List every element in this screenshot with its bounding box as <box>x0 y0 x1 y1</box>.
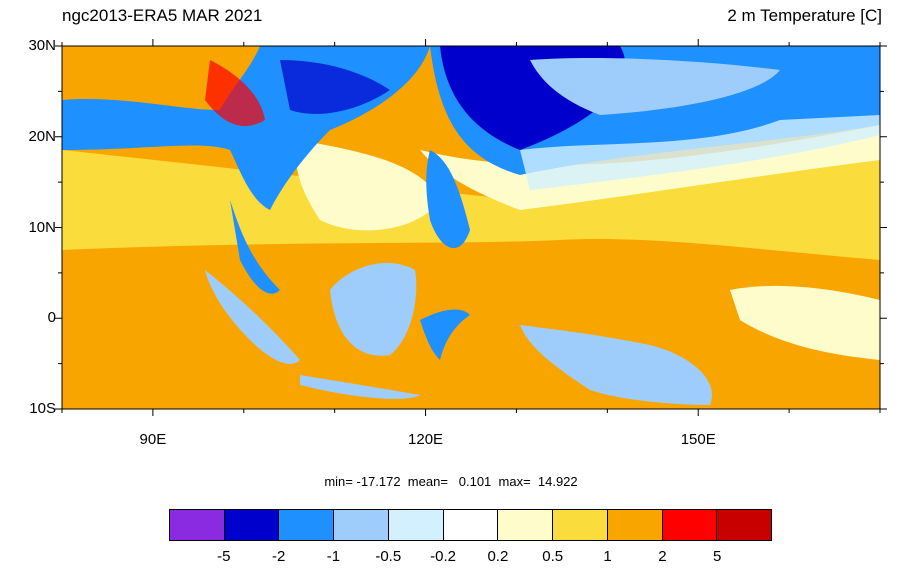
map-ticks <box>55 39 887 416</box>
colorbar-box <box>607 510 663 540</box>
colorbar-label: 0.5 <box>542 548 564 565</box>
colorbar-label: -5 <box>217 548 231 565</box>
land-asia-cold <box>280 60 390 114</box>
land-new-guinea <box>520 325 712 405</box>
land-java <box>300 375 420 399</box>
colorbar-box <box>662 510 718 540</box>
colorbar-box <box>279 510 335 540</box>
field-very-light <box>520 115 880 190</box>
stats-summary: min= -17.172 mean= 0.101 max= 14.922 <box>324 474 578 489</box>
field-cold-pacific-light <box>530 58 780 115</box>
colorbar-label: 5 <box>713 548 722 565</box>
lon-label: 150E <box>680 431 716 448</box>
plot-title-left: ngc2013-ERA5 MAR 2021 <box>62 6 263 25</box>
lat-label: 20N <box>28 127 56 145</box>
field-scs-pale <box>296 140 440 231</box>
land-philippines <box>426 150 470 249</box>
colorbar-label: 1 <box>603 548 612 565</box>
colorbar-label: 0.2 <box>487 548 509 565</box>
colorbar <box>169 509 772 541</box>
colorbar-label: -0.5 <box>375 548 402 565</box>
lat-label: 10N <box>28 218 56 236</box>
colorbar-label: -2 <box>271 548 286 565</box>
lat-label: 10S <box>29 400 56 417</box>
lat-label: 0 <box>47 309 56 327</box>
colorbar-box <box>443 510 499 540</box>
lon-label: 120E <box>408 431 444 448</box>
field-band-yellow <box>62 140 880 260</box>
colorbar-box <box>498 510 554 540</box>
land-borneo <box>330 262 417 356</box>
colorbar-box <box>334 510 389 540</box>
colorbar-box <box>553 510 608 540</box>
colorbar-box <box>170 510 225 540</box>
land-sulawesi <box>420 309 470 360</box>
land-malay <box>230 200 280 294</box>
colorbar-box <box>224 510 280 540</box>
colorbar-box <box>388 510 444 540</box>
lat-label: 30N <box>28 37 56 54</box>
plot-title-right: 2 m Temperature [C] <box>727 6 882 25</box>
colorbar-box <box>717 510 772 540</box>
land-asia-hot <box>205 60 265 127</box>
lon-label: 90E <box>139 431 167 448</box>
colorbar-label: -0.2 <box>430 548 456 565</box>
field-east-equator <box>730 285 880 360</box>
colorbar-label: -1 <box>326 548 341 565</box>
colorbar-label: 2 <box>658 548 667 565</box>
temperature-map <box>55 39 887 416</box>
land-sumatra <box>205 270 300 364</box>
